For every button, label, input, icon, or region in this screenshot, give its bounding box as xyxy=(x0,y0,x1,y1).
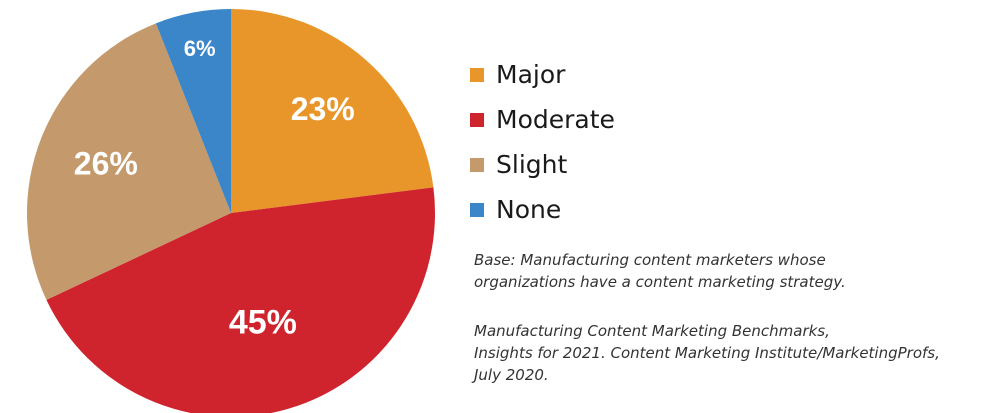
base-note-line: Base: Manufacturing content marketers wh… xyxy=(474,251,826,269)
pie-chart: 23% 45% 26% 6% xyxy=(26,9,435,413)
legend-item-major: Major xyxy=(470,52,615,97)
base-note-line: organizations have a content marketing s… xyxy=(474,273,846,291)
source-note-line: Insights for 2021. Content Marketing Ins… xyxy=(474,344,940,362)
pie-slice-slight xyxy=(26,23,231,300)
legend-label-major: Major xyxy=(496,60,566,89)
legend-label-slight: Slight xyxy=(496,150,568,179)
pie-slice-none xyxy=(155,9,231,213)
legend-swatch-major xyxy=(470,67,484,82)
legend-label-none: None xyxy=(496,195,562,224)
pie-label-major: 23% xyxy=(291,91,355,127)
pie-label-none: 6% xyxy=(184,36,216,61)
source-note: Manufacturing Content Marketing Benchmar… xyxy=(474,320,984,386)
legend-swatch-moderate xyxy=(470,112,484,127)
pie-slices xyxy=(26,9,435,413)
legend: Major Moderate Slight None xyxy=(470,52,615,232)
pie-slice-moderate xyxy=(46,187,435,413)
legend-item-slight: Slight xyxy=(470,142,615,187)
base-note: Base: Manufacturing content marketers wh… xyxy=(474,249,984,293)
pie-label-slight: 26% xyxy=(74,145,138,181)
legend-swatch-none xyxy=(470,202,484,217)
legend-item-moderate: Moderate xyxy=(470,97,615,142)
legend-label-moderate: Moderate xyxy=(496,105,615,134)
source-note-line: July 2020. xyxy=(474,366,549,384)
source-note-line: Manufacturing Content Marketing Benchmar… xyxy=(474,322,830,340)
legend-item-none: None xyxy=(470,187,615,232)
legend-swatch-slight xyxy=(470,157,484,172)
pie-slice-major xyxy=(231,9,434,213)
pie-labels: 23% 45% 26% 6% xyxy=(74,36,355,342)
pie-label-moderate: 45% xyxy=(229,304,297,342)
